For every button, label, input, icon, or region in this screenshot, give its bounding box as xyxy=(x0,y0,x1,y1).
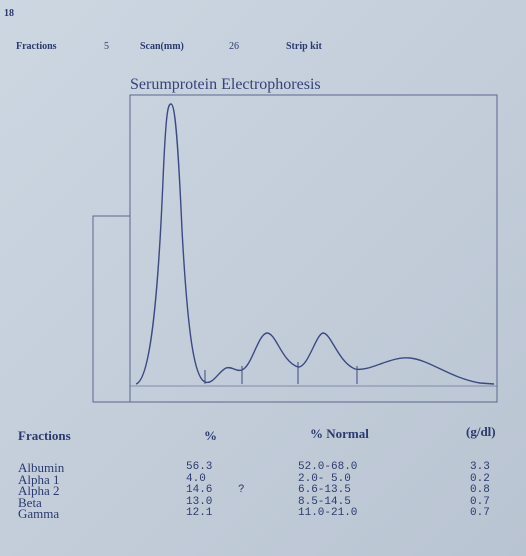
concentration: 0.7 xyxy=(470,495,490,508)
fraction-separators xyxy=(204,362,358,384)
fraction-name: Gamma xyxy=(18,506,60,521)
chart-title: Serumprotein Electrophoresis xyxy=(130,76,321,93)
concentration: 0.7 xyxy=(470,507,490,519)
col-header: % Normal xyxy=(310,426,369,441)
normal-range: 11.0-21.0 xyxy=(298,507,358,519)
fraction-name: Albumin xyxy=(18,460,65,475)
concentration: 0.2 xyxy=(470,472,490,485)
scan-label: Scan(mm) xyxy=(140,41,184,52)
percent: 13.0 xyxy=(186,495,213,508)
curve xyxy=(135,103,495,385)
scale-box xyxy=(92,215,131,403)
fractions-label: Fractions xyxy=(16,41,57,52)
concentration: 0.8 xyxy=(470,484,490,496)
concentration: 3.3 xyxy=(470,461,490,473)
fraction-name: Beta xyxy=(18,494,42,510)
normal-range: 52.0-68.0 xyxy=(298,461,358,473)
chart-frame xyxy=(129,94,498,403)
col-header: % xyxy=(204,428,217,443)
scan-value: 26 xyxy=(229,41,239,52)
normal-range: 2.0- 5.0 xyxy=(298,472,351,485)
percent: 14.6 xyxy=(186,484,213,496)
percent: 12.1 xyxy=(186,507,213,519)
page-number: 18 xyxy=(4,8,14,19)
normal-range: 6.6-13.5 xyxy=(298,484,351,496)
normal-range: 8.5-14.5 xyxy=(298,495,351,508)
percent: 4.0 xyxy=(186,472,206,485)
col-header: Fractions xyxy=(18,428,71,443)
densitogram xyxy=(92,94,498,403)
fractions-value: 5 xyxy=(104,41,109,52)
percent: 56.3 xyxy=(186,461,213,473)
flag: ? xyxy=(238,484,245,496)
col-header: (g/dl) xyxy=(466,424,496,439)
strip-kit-label: Strip kit xyxy=(286,41,322,52)
fraction-name: Alpha 2 xyxy=(18,483,60,498)
fraction-name: Alpha 1 xyxy=(18,471,60,487)
